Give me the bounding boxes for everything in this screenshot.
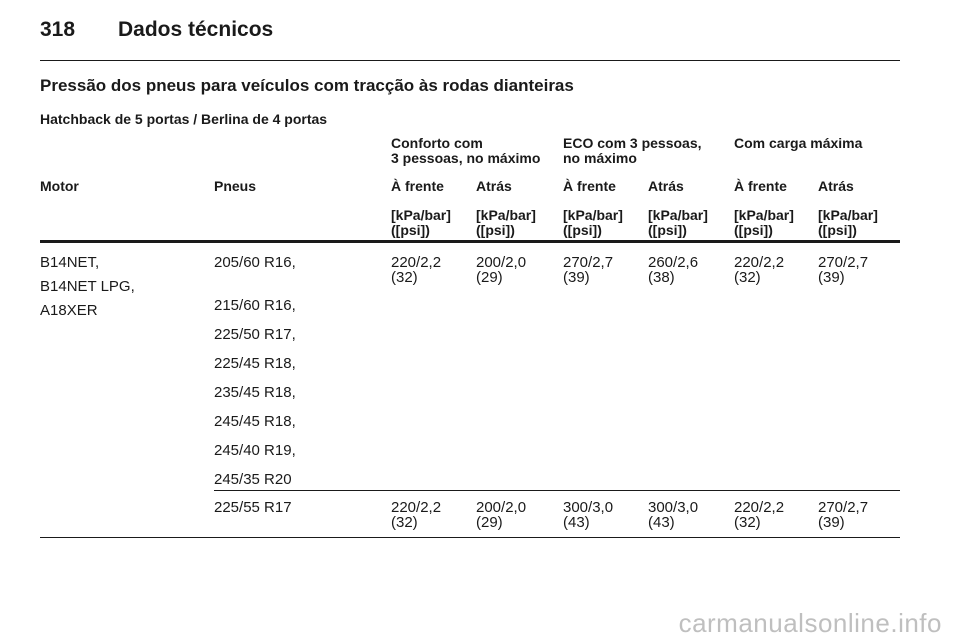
tyre-cell: 225/55 R17 [214, 499, 292, 516]
pressure-cell: 200/2,0 (29) [476, 500, 526, 530]
tyre-cell: 245/45 R18, [214, 413, 296, 430]
pressure-psi: (39) [818, 514, 845, 531]
tyre-cell: 215/60 R16, [214, 297, 296, 314]
unit-line: [kPa/bar] [391, 207, 451, 223]
pressure-cell: 200/2,0 (29) [476, 255, 526, 285]
motor-cell: A18XER [40, 302, 98, 319]
table-header-divider [40, 240, 900, 243]
unit-line: ([psi]) [476, 222, 515, 238]
pressure-bar: 260/2,6 [648, 254, 699, 271]
pressure-psi: (32) [391, 514, 418, 531]
unit-line: ([psi]) [818, 222, 857, 238]
motor-cell: B14NET LPG, [40, 278, 135, 295]
unit-header: [kPa/bar] ([psi]) [818, 208, 878, 238]
tyre-cell: 235/45 R18, [214, 384, 296, 401]
pressure-psi: (32) [734, 514, 761, 531]
tyre-cell: 205/60 R16, [214, 254, 296, 271]
group-header-line: Conforto com [391, 135, 483, 151]
unit-line: [kPa/bar] [476, 207, 536, 223]
column-header-motor: Motor [40, 178, 79, 194]
pressure-cell: 220/2,2 (32) [734, 255, 784, 285]
pressure-bar: 270/2,7 [563, 254, 614, 271]
pressure-bar: 300/3,0 [648, 499, 699, 516]
header-divider [40, 60, 900, 61]
pressure-psi: (32) [734, 269, 761, 286]
unit-line: [kPa/bar] [734, 207, 794, 223]
column-header-rear: Atrás [648, 178, 684, 194]
pressure-bar: 200/2,0 [476, 254, 527, 271]
pressure-cell: 260/2,6 (38) [648, 255, 698, 285]
unit-line: ([psi]) [734, 222, 773, 238]
group-header-eco: ECO com 3 pessoas, no máximo [563, 136, 702, 166]
row-divider [214, 490, 900, 491]
column-header-front: À frente [391, 178, 444, 194]
pressure-psi: (38) [648, 269, 675, 286]
pressure-bar: 270/2,7 [818, 499, 869, 516]
unit-header: [kPa/bar] ([psi]) [476, 208, 536, 238]
column-header-tyres: Pneus [214, 178, 257, 194]
unit-line: [kPa/bar] [563, 207, 623, 223]
tyre-cell: 225/50 R17, [214, 326, 296, 343]
pressure-cell: 270/2,7 (39) [818, 255, 868, 285]
unit-line: ([psi]) [391, 222, 430, 238]
pressure-psi: (29) [476, 514, 503, 531]
pressure-bar: 220/2,2 [734, 254, 785, 271]
pressure-psi: (39) [563, 269, 590, 286]
group-header-line: no máximo [563, 150, 637, 166]
column-header-front: À frente [563, 178, 616, 194]
unit-header: [kPa/bar] ([psi]) [734, 208, 794, 238]
page-number: 318 [40, 18, 76, 41]
pressure-cell: 220/2,2 (32) [391, 500, 441, 530]
pressure-bar: 300/3,0 [563, 499, 614, 516]
unit-header: [kPa/bar] ([psi]) [648, 208, 708, 238]
tyre-cell: 225/45 R18, [214, 355, 296, 372]
pressure-psi: (43) [648, 514, 675, 531]
table-bottom-divider [40, 537, 900, 538]
section-title: Pressão dos pneus para veículos com trac… [40, 76, 574, 95]
pressure-psi: (29) [476, 269, 503, 286]
group-header-max-load: Com carga máxima [734, 136, 862, 151]
pressure-cell: 220/2,2 (32) [734, 500, 784, 530]
column-header-rear: Atrás [476, 178, 512, 194]
pressure-psi: (43) [563, 514, 590, 531]
group-header-comfort: Conforto com 3 pessoas, no máximo [391, 136, 540, 166]
group-header-line: ECO com 3 pessoas, [563, 135, 702, 151]
group-header-line: 3 pessoas, no máximo [391, 150, 541, 166]
pressure-psi: (39) [818, 269, 845, 286]
pressure-cell: 300/3,0 (43) [563, 500, 613, 530]
column-header-front: À frente [734, 178, 787, 194]
column-header-rear: Atrás [818, 178, 854, 194]
page-title: Dados técnicos [118, 18, 274, 41]
unit-line: ([psi]) [563, 222, 602, 238]
watermark: carmanualsonline.info [678, 608, 942, 638]
unit-line: [kPa/bar] [818, 207, 878, 223]
unit-line: [kPa/bar] [648, 207, 708, 223]
tyre-cell: 245/35 R20 [214, 471, 292, 488]
pressure-cell: 220/2,2 (32) [391, 255, 441, 285]
pressure-psi: (32) [391, 269, 418, 286]
pressure-bar: 220/2,2 [391, 254, 442, 271]
unit-header: [kPa/bar] ([psi]) [391, 208, 451, 238]
motor-cell: B14NET, [40, 254, 100, 271]
pressure-bar: 200/2,0 [476, 499, 527, 516]
group-header-line: Com carga máxima [734, 135, 863, 151]
pressure-bar: 270/2,7 [818, 254, 869, 271]
pressure-bar: 220/2,2 [391, 499, 442, 516]
tyre-cell: 245/40 R19, [214, 442, 296, 459]
pressure-bar: 220/2,2 [734, 499, 785, 516]
pressure-cell: 270/2,7 (39) [563, 255, 613, 285]
section-subtitle: Hatchback de 5 portas / Berlina de 4 por… [40, 111, 328, 127]
pressure-cell: 270/2,7 (39) [818, 500, 868, 530]
unit-header: [kPa/bar] ([psi]) [563, 208, 623, 238]
unit-line: ([psi]) [648, 222, 687, 238]
pressure-cell: 300/3,0 (43) [648, 500, 698, 530]
